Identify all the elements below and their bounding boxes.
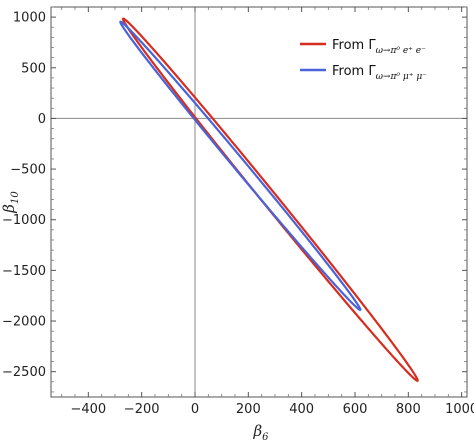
x-tick-label: 0 (191, 402, 199, 417)
series-curve-0 (121, 17, 419, 382)
y-tick-label: −500 (10, 163, 46, 178)
x-tick-label: −200 (124, 402, 160, 417)
x-tick-label: 1000 (445, 402, 474, 417)
legend-label-1: From Γω→π⁰ μ⁺ μ⁻ (332, 64, 427, 82)
y-tick-label: −1500 (2, 264, 46, 279)
y-tick-label: −2500 (2, 365, 46, 380)
x-tick-label: −400 (70, 402, 106, 417)
x-tick-label: 600 (343, 402, 368, 417)
y-tick-label: −2000 (2, 315, 46, 330)
series-curve-1 (119, 20, 362, 311)
x-tick-label: 200 (236, 402, 261, 417)
x-tick-label: 400 (289, 402, 314, 417)
plot-frame (50, 6, 468, 398)
legend-label-0: From Γω→π⁰ e⁺ e⁻ (332, 38, 426, 56)
y-tick-label: 1000 (13, 11, 46, 26)
x-tick-label: 800 (396, 402, 421, 417)
x-axis-title: β6 (252, 422, 269, 441)
y-axis-title: β10 (0, 191, 21, 214)
y-tick-label: 0 (38, 112, 46, 127)
y-tick-label: 500 (21, 61, 46, 76)
y-tick-label: −1000 (2, 213, 46, 228)
